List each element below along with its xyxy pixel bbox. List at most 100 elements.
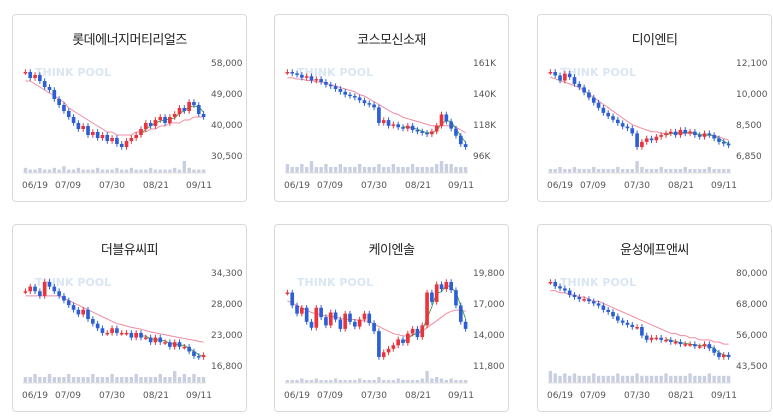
candle-body (420, 325, 425, 338)
moving-average-line (550, 76, 729, 141)
candle-body (328, 84, 333, 87)
x-tick-label: 07/09 (55, 391, 81, 401)
volume-bar (192, 374, 196, 383)
candle-body (707, 344, 712, 349)
candle-body (454, 290, 458, 306)
volume-bar (459, 167, 463, 173)
volume-bar (463, 167, 468, 173)
x-tick-label: 06/19 (22, 391, 48, 401)
volume-bar (712, 169, 716, 173)
candle-body (386, 348, 391, 353)
x-tick-label: 06/19 (284, 391, 310, 401)
stock-title[interactable]: 코스모신소재 (357, 33, 426, 48)
stock-chart[interactable]: THINK POOL 80,000 68,000 56,000 43,500 06/19 0… (538, 225, 773, 413)
volume-bar (38, 377, 42, 383)
stock-chart[interactable]: THINK POOL 161K 140K 118K 96K 06/19 07/09 07/30… (275, 15, 510, 203)
candle-body (415, 328, 420, 338)
stock-card[interactable]: 케이엔솔 THINK POOL 19,800 17,000 14,000 11,800 0… (274, 224, 509, 412)
volume-bar (81, 169, 85, 173)
stock-title[interactable]: 롯데에너지머티리얼즈 (72, 33, 187, 48)
candle-body (168, 342, 172, 347)
volume-bar (688, 373, 692, 383)
stock-card[interactable]: 코스모신소재 THINK POOL 161K 140K 118K 96K 06/19 07/… (274, 14, 509, 202)
y-tick-label: 96K (473, 152, 491, 162)
stock-card[interactable]: 더블유씨피 THINK POOL 34,300 28,000 23,000 16,800… (12, 224, 247, 412)
candle-body (449, 282, 453, 291)
candle-body (664, 339, 668, 342)
volume-bar (353, 380, 357, 383)
volume-bar (563, 169, 567, 173)
volume-bar (382, 167, 386, 173)
candle-body (81, 309, 86, 315)
volume-bar (124, 169, 129, 173)
volume-bar (649, 169, 654, 173)
volume-bar (76, 377, 81, 383)
x-tick-label: 08/21 (143, 391, 169, 401)
candle-body (158, 117, 163, 120)
x-tick-label: 07/30 (624, 181, 650, 191)
volume-bar (601, 169, 606, 173)
candle-body (726, 143, 731, 146)
volume-bar (182, 161, 187, 173)
candle-body (367, 313, 372, 324)
stock-title[interactable]: 윤성에프앤씨 (620, 243, 689, 258)
stock-chart[interactable]: THINK POOL 12,100 10,000 8,500 6,850 06/19 07/… (538, 15, 773, 203)
volume-bar (28, 377, 32, 383)
volume-bar (71, 377, 76, 383)
volume-bar (115, 167, 119, 173)
candle-body (712, 348, 716, 353)
stock-card[interactable]: 롯데에너지머티리얼즈 THINK POOL 58,000 49,000 40,000 3… (12, 14, 247, 202)
volume-bar (693, 375, 697, 383)
volume-bar (439, 161, 444, 173)
x-tick-label: 07/09 (55, 181, 81, 191)
volume-bar (439, 378, 444, 383)
candle-body (596, 102, 601, 108)
volume-bar (314, 378, 318, 383)
candle-body (644, 138, 649, 142)
candle-body (635, 327, 639, 329)
volume-bar (129, 167, 134, 173)
candle-body (333, 86, 338, 89)
volume-bar (153, 169, 158, 173)
y-tick-label: 17,000 (473, 300, 505, 310)
short-ma-line (140, 105, 204, 135)
stock-card[interactable]: 디이엔티 THINK POOL 12,100 10,000 8,500 6,850 06/… (537, 14, 772, 202)
volume-bar (100, 169, 105, 173)
candle-body (396, 124, 401, 128)
x-tick-label: 07/09 (317, 181, 343, 191)
volume-bar (654, 169, 659, 173)
candle-body (673, 131, 678, 136)
candle-body (582, 87, 586, 93)
volume-bar (367, 380, 371, 383)
volume-bar (300, 378, 304, 383)
volume-bar (640, 375, 644, 383)
volume-bar (616, 373, 620, 383)
x-tick-label: 06/19 (547, 181, 573, 191)
candle-body (86, 309, 90, 320)
volume-bar (42, 377, 47, 383)
candle-body (28, 72, 33, 78)
stock-chart[interactable]: THINK POOL 19,800 17,000 14,000 11,800 06/19 0… (275, 225, 510, 413)
candle-body (697, 135, 702, 137)
stock-title[interactable]: 디이엔티 (631, 33, 678, 48)
volume-bar (640, 167, 644, 173)
volume-bar (304, 380, 309, 383)
candle-body (153, 120, 158, 126)
volume-bar (357, 164, 362, 173)
volume-bar (449, 378, 453, 383)
stock-title[interactable]: 더블유씨피 (100, 243, 159, 258)
stock-card[interactable]: 윤성에프앤씨 THINK POOL 80,000 68,000 56,000 43,50… (537, 224, 772, 412)
volume-bar (81, 377, 85, 383)
candle-body (726, 354, 731, 357)
candle-body (640, 141, 644, 147)
volume-bar (401, 167, 405, 173)
volume-bar (616, 167, 620, 173)
volume-bar (698, 375, 702, 383)
volume-bar (420, 167, 424, 173)
candle-body (577, 297, 582, 300)
volume-bar (630, 375, 634, 383)
volume-bar (702, 375, 707, 383)
stock-chart[interactable]: THINK POOL 58,000 49,000 40,000 30,500 06/19 0… (13, 15, 248, 203)
stock-title[interactable]: 케이엔솔 (368, 243, 415, 258)
